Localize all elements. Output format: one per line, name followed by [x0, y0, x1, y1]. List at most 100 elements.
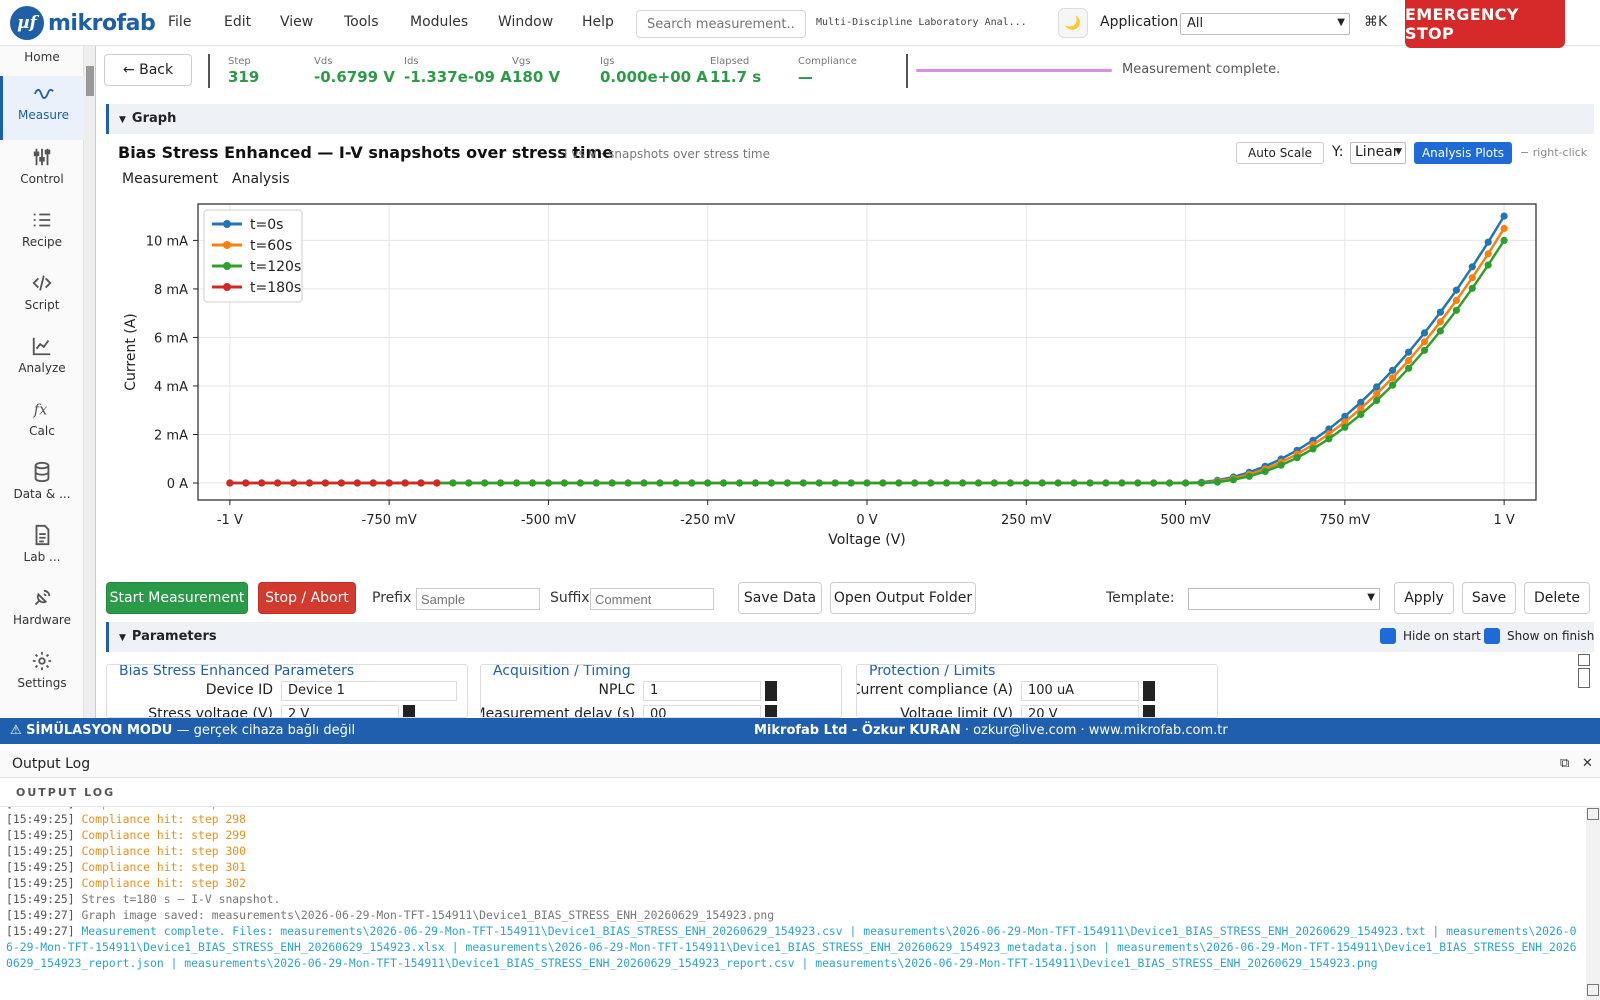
- sidebar-item-label: Script: [24, 298, 60, 312]
- menu-file[interactable]: File: [168, 14, 192, 30]
- log-message: Graph image saved: measurements\2026-06-…: [81, 908, 775, 922]
- data-point: [274, 479, 282, 487]
- device-id-input[interactable]: Device 1: [281, 681, 457, 701]
- checkbox-checked[interactable]: [1380, 628, 1396, 644]
- stepper-icon[interactable]: [765, 681, 777, 701]
- scroll-up-arrow[interactable]: [1578, 654, 1590, 666]
- sidebar-item-settings[interactable]: Settings: [0, 644, 84, 708]
- sidebar-scrollbar[interactable]: [84, 46, 96, 718]
- log-line: [15:49:25] Compliance hit: step 302: [6, 876, 246, 890]
- sidebar-item-recipe[interactable]: Recipe: [0, 203, 84, 267]
- log-message: Measurement complete. Files: measurement…: [6, 924, 1577, 970]
- delete-template-button[interactable]: Delete: [1524, 582, 1590, 614]
- data-point: [783, 479, 792, 487]
- legend-marker: [223, 220, 231, 228]
- parameters-section-header[interactable]: ▼ Parameters: [106, 622, 1594, 652]
- auto-scale-button[interactable]: Auto Scale: [1236, 142, 1324, 164]
- param-group-protection: Protection / Limits Current compliance (…: [856, 664, 1218, 718]
- menu-view[interactable]: View: [280, 14, 314, 30]
- sidebar-item-calc[interactable]: fx Calc: [0, 392, 84, 456]
- prefix-input[interactable]: [416, 588, 540, 610]
- menu-help[interactable]: Help: [582, 14, 614, 30]
- stepper-icon[interactable]: [1143, 705, 1155, 717]
- data-point: [417, 479, 425, 487]
- sidebar-item-script[interactable]: Script: [0, 266, 84, 330]
- y-tick-label: 2 mA: [154, 428, 188, 443]
- show-on-finish-checkbox[interactable]: Show on finish: [1484, 628, 1594, 644]
- sidebar-item-lab[interactable]: Lab ...: [0, 518, 84, 582]
- data-point: [1086, 479, 1094, 487]
- sidebar-item-home[interactable]: Home: [0, 46, 84, 84]
- close-icon[interactable]: ✕: [1582, 756, 1593, 771]
- save-data-button[interactable]: Save Data: [738, 582, 822, 614]
- data-point: [1468, 263, 1476, 271]
- log-timestamp: [15:49:25]: [6, 860, 82, 874]
- data-point: [1006, 479, 1015, 487]
- data-point: [1452, 306, 1460, 314]
- parameters-scrollbar[interactable]: [1578, 652, 1592, 718]
- theme-toggle-button[interactable]: 🌙: [1058, 8, 1088, 38]
- sidebar-item-control[interactable]: Control: [0, 140, 84, 204]
- menu-tools[interactable]: Tools: [344, 14, 379, 30]
- menu-modules[interactable]: Modules: [410, 14, 469, 30]
- log-timestamp: [15:49:25]: [6, 844, 82, 858]
- data-point: [736, 479, 744, 487]
- stop-abort-button[interactable]: Stop / Abort: [258, 582, 356, 614]
- sidebar-item-data[interactable]: Data & ...: [0, 455, 84, 519]
- function-icon: fx: [0, 398, 84, 424]
- output-log-scrollbar[interactable]: [1586, 806, 1600, 1000]
- stat-label: Elapsed: [710, 56, 750, 67]
- stepper-icon[interactable]: [403, 705, 415, 717]
- command-shortcut[interactable]: ⌘K: [1364, 14, 1388, 30]
- hide-on-start-checkbox[interactable]: Hide on start: [1380, 628, 1481, 644]
- application-select[interactable]: All ▼: [1180, 13, 1350, 35]
- checkbox-checked[interactable]: [1484, 628, 1500, 644]
- data-point: [720, 479, 728, 487]
- stepper-icon[interactable]: [1143, 681, 1155, 701]
- data-point: [1500, 212, 1508, 220]
- output-log-content[interactable]: [15:49:25] Compliance hit: step 297 [15:…: [0, 806, 1586, 1000]
- nplc-input[interactable]: 1: [643, 681, 761, 701]
- data-point: [1341, 418, 1349, 426]
- current-compliance-input[interactable]: 100 uA: [1021, 681, 1139, 701]
- iv-chart[interactable]: -1 V -750 mV -500 mV -250 mV 0 V 250 mV 500 mV…: [108, 196, 1594, 564]
- measurement-delay-input[interactable]: 00: [643, 705, 761, 717]
- search-input[interactable]: [636, 10, 806, 38]
- sidebar-item-analyze[interactable]: Analyze: [0, 329, 84, 393]
- start-measurement-button[interactable]: Start Measurement: [106, 582, 248, 614]
- tab-analysis[interactable]: Analysis: [232, 171, 290, 187]
- graph-section-header[interactable]: ▼ Graph: [106, 104, 1594, 134]
- scroll-up-arrow[interactable]: [1587, 808, 1599, 820]
- stat-label: Vgs: [512, 56, 531, 67]
- voltage-limit-input[interactable]: 20 V: [1021, 705, 1139, 717]
- stress-voltage-input[interactable]: 2 V: [281, 705, 399, 717]
- data-point: [1293, 454, 1301, 462]
- sidebar-item-measure[interactable]: Measure: [0, 76, 84, 140]
- x-tick-label: -250 mV: [680, 513, 735, 528]
- restore-window-icon[interactable]: ⧉: [1560, 756, 1570, 771]
- suffix-input[interactable]: [590, 588, 714, 610]
- data-point: [1325, 435, 1333, 443]
- y-scale-select[interactable]: Linear ▼: [1350, 142, 1406, 164]
- template-select[interactable]: ▼: [1188, 588, 1380, 610]
- stepper-icon[interactable]: [765, 705, 777, 717]
- data-point: [337, 479, 345, 487]
- param-label: NPLC: [598, 682, 636, 698]
- iv-chart-svg[interactable]: -1 V -750 mV -500 mV -250 mV 0 V 250 mV 500 mV…: [108, 196, 1594, 564]
- emergency-stop-button[interactable]: EMERGENCY STOP: [1405, 0, 1565, 48]
- menu-edit[interactable]: Edit: [224, 14, 252, 30]
- checkbox-label: Hide on start: [1403, 629, 1481, 643]
- apply-button[interactable]: Apply: [1394, 582, 1454, 614]
- analysis-plots-button[interactable]: Analysis Plots: [1414, 142, 1512, 164]
- data-point: [927, 479, 935, 487]
- save-template-button[interactable]: Save: [1462, 582, 1516, 614]
- scrollbar-thumb[interactable]: [1578, 668, 1590, 688]
- scroll-down-arrow[interactable]: [1587, 984, 1599, 996]
- legend-label: t=120s: [250, 259, 301, 275]
- tab-measurement[interactable]: Measurement: [122, 171, 219, 187]
- sidebar-item-hardware[interactable]: Hardware: [0, 581, 84, 645]
- menu-window[interactable]: Window: [498, 14, 554, 30]
- back-button[interactable]: ← Back: [104, 54, 192, 86]
- open-output-folder-button[interactable]: Open Output Folder: [830, 582, 976, 614]
- scrollbar-thumb[interactable]: [86, 66, 94, 96]
